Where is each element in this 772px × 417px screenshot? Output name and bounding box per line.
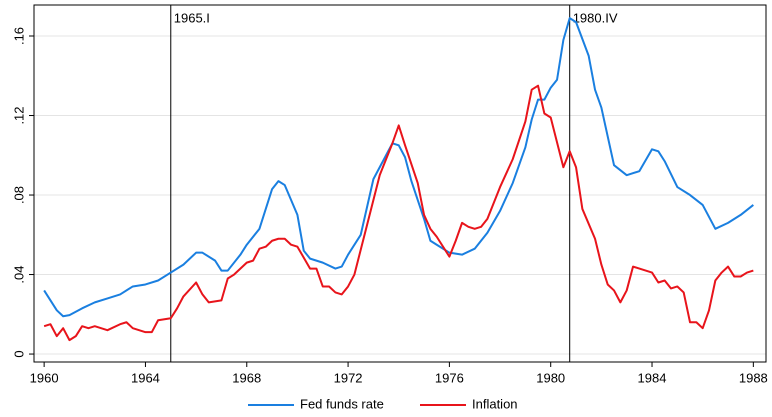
x-tick-label: 1964 (131, 370, 160, 385)
x-tick-label: 1972 (334, 370, 363, 385)
x-tick-label: 1968 (232, 370, 261, 385)
x-tick-label: 1960 (30, 370, 59, 385)
y-tick-label: .16 (11, 27, 26, 45)
annotation-label: 1980.IV (573, 10, 618, 25)
legend-label: Fed funds rate (300, 396, 384, 411)
plot-frame (33, 4, 767, 363)
y-tick-label: .08 (11, 186, 26, 204)
series-line (43, 17, 754, 318)
x-tick-label: 1984 (638, 370, 667, 385)
x-tick-label: 1976 (435, 370, 464, 385)
legend-label: Inflation (472, 396, 518, 411)
annotation-label: 1965.I (174, 10, 210, 25)
x-tick-label: 1980 (536, 370, 565, 385)
y-tick-label: .04 (11, 265, 26, 283)
x-tick-label: 1988 (739, 370, 768, 385)
series-line (43, 84, 754, 342)
y-tick-label: 0 (11, 350, 26, 357)
y-tick-label: .12 (11, 106, 26, 124)
